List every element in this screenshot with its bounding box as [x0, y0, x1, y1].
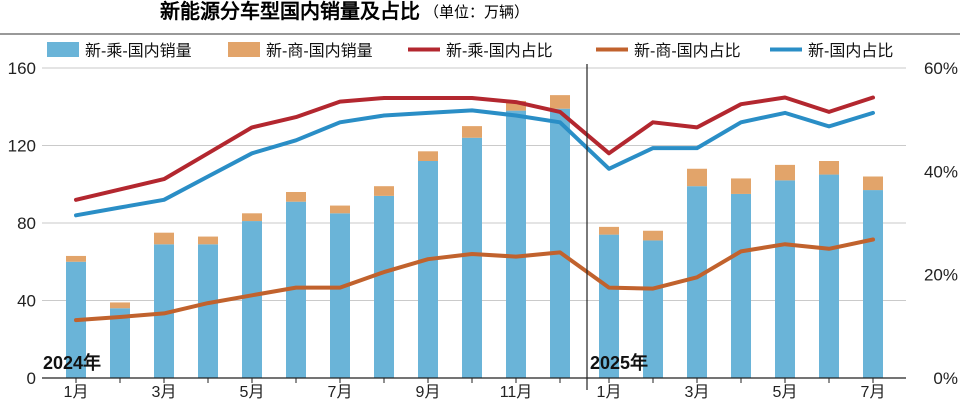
bar-commercial [418, 151, 438, 161]
y-left-tick-label: 40 [17, 292, 36, 311]
bar-commercial [154, 232, 174, 245]
legend-swatch [47, 42, 79, 57]
legend-label: 新-商-国内销量 [266, 42, 373, 60]
bar-passenger [643, 240, 663, 378]
bar-passenger [374, 195, 394, 378]
bar-commercial [731, 178, 751, 194]
x-tick-label: 1月 [597, 384, 622, 401]
x-tick-label: 5月 [773, 384, 798, 401]
bar-commercial [687, 168, 707, 187]
bar-passenger [198, 244, 218, 378]
bar-passenger [819, 174, 839, 378]
bar-commercial [462, 126, 482, 138]
bar-passenger [242, 221, 262, 378]
bar-commercial [506, 100, 526, 111]
legend-swatch [228, 42, 260, 57]
x-tick-label: 7月 [328, 384, 353, 401]
bar-passenger [154, 244, 174, 378]
y-left-tick-label: 80 [17, 214, 36, 233]
y-left-tick-label: 120 [8, 137, 36, 156]
bar-commercial [330, 205, 350, 214]
lines [74, 95, 875, 323]
legend: 新-乘-国内销量 新-商-国内销量 新-乘-国内占比 新-商-国内占比 新-国内占比 [47, 42, 893, 60]
bar-passenger [418, 161, 438, 378]
bar-passenger [775, 180, 795, 378]
legend-label: 新-国内占比 [808, 42, 893, 60]
bar-passenger [110, 308, 130, 378]
bar-commercial [198, 236, 218, 245]
bar-passenger [286, 201, 306, 378]
bar-passenger [731, 193, 751, 378]
line-series-3 [74, 108, 875, 218]
chart-title: 新能源分车型国内销量及占比 [160, 0, 420, 23]
year-labels: 2024年 2025年 [43, 352, 648, 373]
x-tick-label: 5月 [240, 384, 265, 401]
bar-passenger [506, 110, 526, 378]
bar-commercial [863, 176, 883, 191]
bar-passenger [462, 137, 482, 378]
x-tick-label: 9月 [416, 384, 441, 401]
bar-commercial [374, 186, 394, 196]
bar-passenger [599, 234, 619, 378]
bar-passenger [687, 186, 707, 378]
bar-commercial [66, 255, 86, 262]
x-tick-label: 3月 [152, 384, 177, 401]
year-label: 2025年 [590, 352, 648, 373]
y-left-tick-label: 160 [8, 59, 36, 78]
bar-commercial [599, 226, 619, 235]
bar-passenger [863, 190, 883, 378]
line-series-2 [74, 237, 875, 323]
bar-commercial [242, 213, 262, 222]
chart-unit-note: （单位：万辆） [424, 4, 529, 21]
y-right-tick-label: 40% [924, 162, 958, 181]
year-label: 2024年 [43, 352, 101, 373]
y-right-tick-label: 20% [924, 266, 958, 285]
x-tick-label: 11月 [500, 384, 533, 401]
bar-commercial [550, 95, 570, 109]
x-tick-label: 1月 [64, 384, 89, 401]
bar-commercial [286, 192, 306, 202]
bar-commercial [819, 161, 839, 175]
axes: 0 40 80 120 160 0% 20% 40% 60% 1月 3月 5月 7月 9月 11月 1月 3月 5… [8, 59, 958, 401]
bar-passenger [330, 213, 350, 378]
bar-commercial [643, 230, 663, 241]
legend-label: 新-乘-国内销量 [85, 42, 192, 60]
y-left-tick-label: 0 [27, 369, 36, 388]
bar-commercial [775, 164, 795, 181]
y-right-tick-label: 0% [933, 369, 958, 388]
bar-commercial [110, 302, 130, 309]
bars [66, 95, 883, 378]
legend-label: 新-商-国内占比 [634, 42, 741, 60]
legend-label: 新-乘-国内占比 [446, 42, 553, 60]
bar-passenger [550, 108, 570, 378]
line-series-1 [74, 95, 875, 202]
x-tick-label: 3月 [685, 384, 710, 401]
x-tick-label: 7月 [861, 384, 886, 401]
y-right-tick-label: 60% [924, 59, 958, 78]
